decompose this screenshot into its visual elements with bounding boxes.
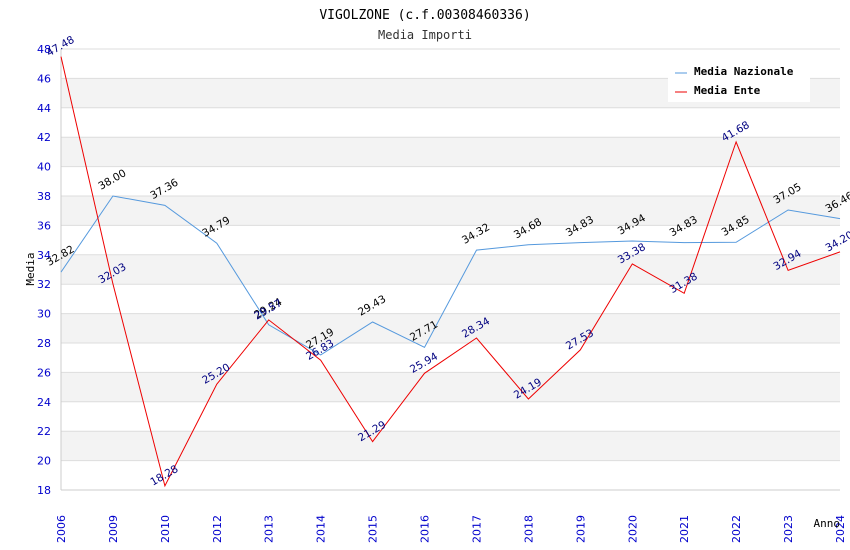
y-tick-label: 32 bbox=[37, 278, 51, 291]
y-axis-ticks: 18 20 22 24 26 28 30 32 34 36 38 40 42 44 46 48 bbox=[37, 43, 51, 497]
legend: Media Nazionale Media Ente bbox=[668, 60, 810, 102]
series-line-ente bbox=[60, 56, 841, 488]
grid-band bbox=[61, 137, 840, 167]
y-tick-label: 44 bbox=[37, 102, 51, 115]
y-tick-label: 46 bbox=[37, 72, 51, 85]
grid-band bbox=[61, 401, 840, 432]
x-tick-label: 2009 bbox=[107, 515, 120, 543]
y-tick-label: 42 bbox=[37, 131, 51, 144]
x-axis-title: Anno bbox=[814, 517, 841, 530]
x-tick-label: 2018 bbox=[522, 515, 535, 543]
x-tick-label: 2014 bbox=[315, 515, 328, 543]
x-tick-label: 2022 bbox=[730, 515, 743, 543]
x-tick-label: 2021 bbox=[678, 515, 691, 543]
grid-band bbox=[61, 343, 840, 373]
legend-box bbox=[668, 60, 810, 102]
x-tick-label: 2024 bbox=[834, 515, 847, 543]
grid-band bbox=[61, 460, 840, 490]
y-tick-label: 22 bbox=[37, 425, 51, 438]
x-tick-label: 2020 bbox=[626, 515, 639, 543]
x-tick-label: 2016 bbox=[419, 515, 432, 543]
y-tick-label: 24 bbox=[37, 396, 51, 409]
x-tick-label: 2023 bbox=[782, 515, 795, 543]
grid-band bbox=[61, 431, 840, 461]
grid-band bbox=[61, 225, 840, 255]
x-tick-label: 2012 bbox=[211, 515, 224, 543]
y-tick-label: 28 bbox=[37, 337, 51, 350]
grid-band bbox=[61, 254, 840, 285]
chart-title: VIGOLZONE (c.f.00308460336) bbox=[319, 8, 530, 23]
x-axis-ticks: 2006 2009 2010 2012 2013 2014 2015 2016 2017 2018… bbox=[55, 515, 847, 543]
y-axis-title: Media bbox=[24, 252, 37, 285]
y-tick-label: 38 bbox=[37, 190, 51, 203]
y-tick-label: 26 bbox=[37, 366, 51, 379]
grid-band bbox=[61, 107, 840, 138]
x-tick-label: 2013 bbox=[263, 515, 276, 543]
chart-subtitle: Media Importi bbox=[378, 28, 472, 42]
y-tick-label: 36 bbox=[37, 219, 51, 232]
y-tick-label: 34 bbox=[37, 249, 51, 262]
grid-band bbox=[61, 196, 840, 226]
grid-band bbox=[61, 372, 840, 402]
y-tick-label: 18 bbox=[37, 484, 51, 497]
x-tick-label: 2015 bbox=[367, 515, 380, 543]
grid-bands bbox=[60, 48, 840, 491]
y-tick-label: 30 bbox=[37, 308, 51, 321]
x-tick-label: 2010 bbox=[159, 515, 172, 543]
series-lines bbox=[60, 56, 841, 488]
y-tick-label: 40 bbox=[37, 161, 51, 174]
x-tick-label: 2006 bbox=[55, 515, 68, 543]
series-line-nazionale bbox=[60, 195, 841, 356]
x-tick-label: 2017 bbox=[470, 515, 483, 543]
grid-band bbox=[61, 313, 840, 343]
y-tick-label: 20 bbox=[37, 455, 51, 468]
legend-label-ente: Media Ente bbox=[694, 84, 761, 97]
x-tick-label: 2019 bbox=[574, 515, 587, 543]
y-tick-label: 48 bbox=[37, 43, 51, 56]
legend-label-nazionale: Media Nazionale bbox=[694, 65, 794, 78]
grid-band bbox=[61, 166, 840, 196]
